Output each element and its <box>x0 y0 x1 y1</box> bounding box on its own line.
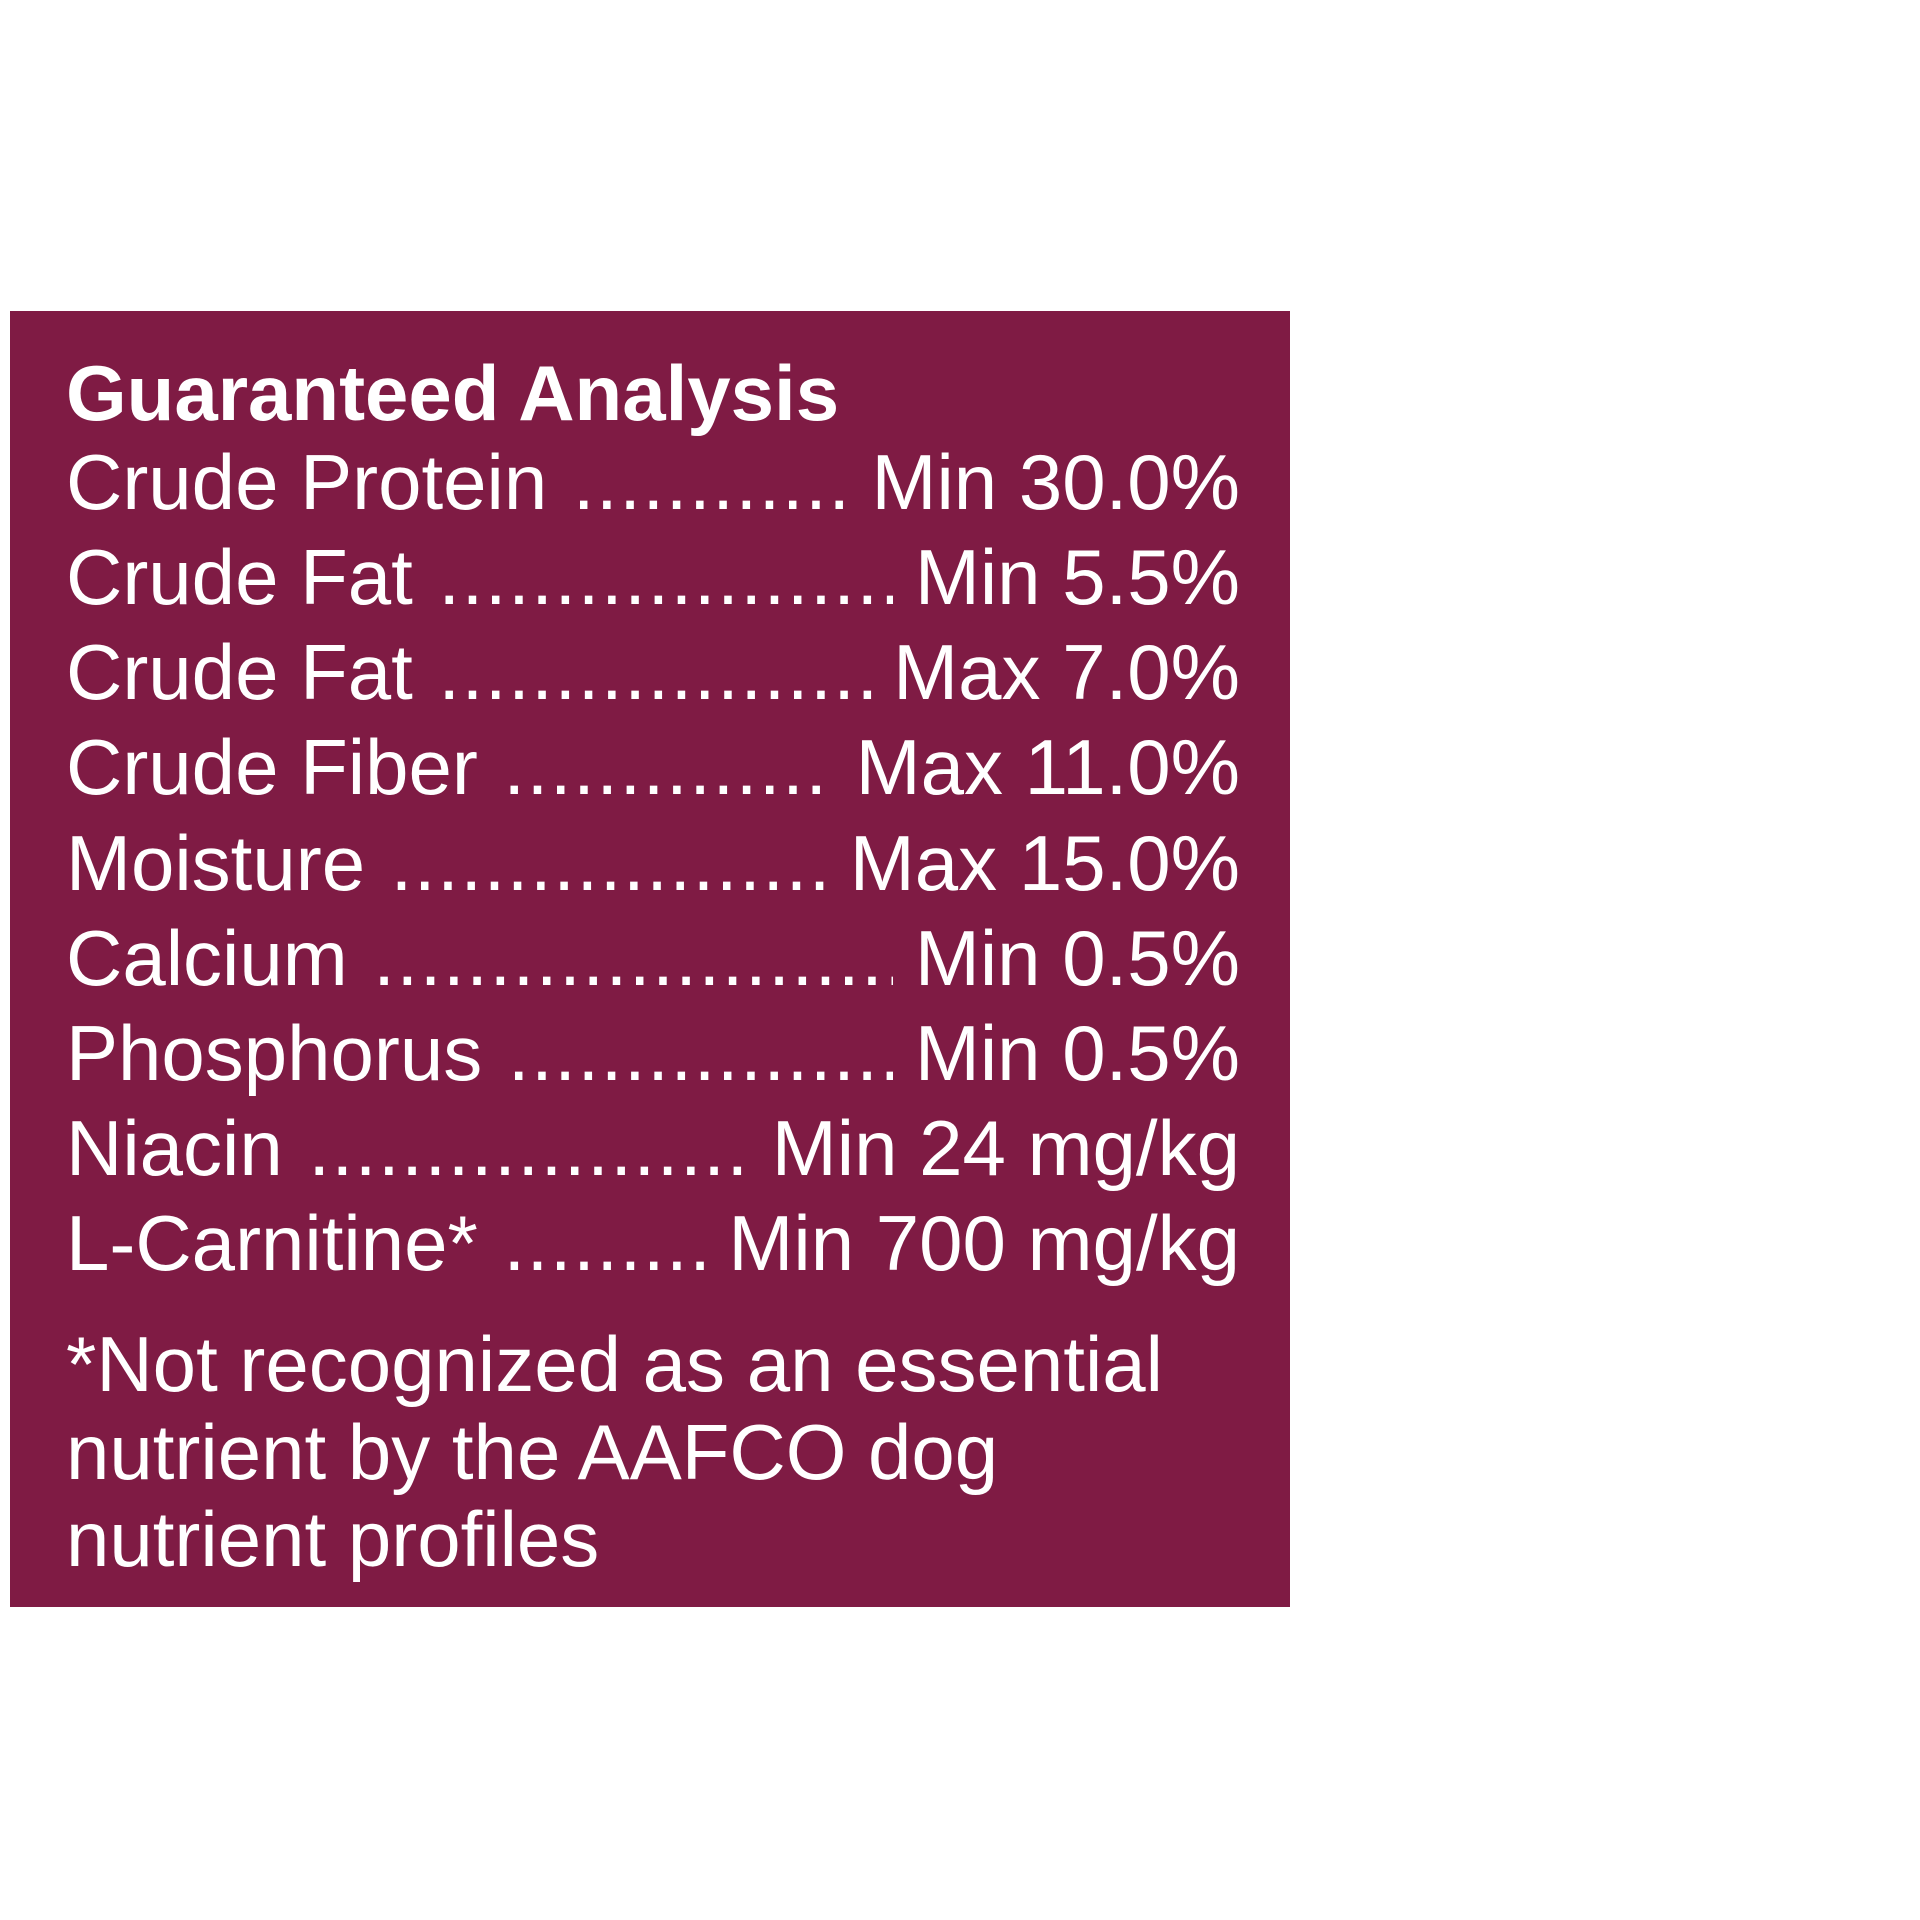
nutrient-row: Phosphorus .............................… <box>66 1006 1240 1101</box>
nutrient-value: Min 0.5% <box>893 1006 1240 1101</box>
nutrient-value: Max 11.0% <box>834 720 1240 815</box>
nutrient-row: Niacin .................................… <box>66 1101 1240 1196</box>
nutrient-row: Calcium ................................… <box>66 911 1240 1006</box>
nutrient-label: Crude Fat <box>66 530 434 625</box>
panel-title: Guaranteed Analysis <box>66 353 1240 435</box>
nutrient-row: Crude Protein ..........................… <box>66 435 1240 530</box>
nutrient-value: Max 7.0% <box>872 625 1240 720</box>
leader-dots: ........................................… <box>387 816 828 911</box>
nutrient-value: Min 24 mg/kg <box>750 1101 1240 1196</box>
guaranteed-analysis-panel: Guaranteed Analysis Crude Protein ......… <box>10 311 1290 1607</box>
nutrient-rows: Crude Protein ..........................… <box>66 435 1240 1291</box>
nutrient-label: Crude Protein <box>66 435 569 530</box>
nutrient-value: Min 0.5% <box>893 911 1240 1006</box>
nutrient-value: Min 5.5% <box>893 530 1240 625</box>
nutrient-label: Niacin <box>66 1101 304 1196</box>
nutrient-value: Min 30.0% <box>850 435 1240 530</box>
nutrient-label: L-Carnitine* <box>66 1196 500 1291</box>
leader-dots: ........................................… <box>369 911 893 1006</box>
leader-dots: ........................................… <box>434 625 871 720</box>
nutrient-row: Moisture ...............................… <box>66 816 1240 911</box>
stage: Guaranteed Analysis Crude Protein ......… <box>0 0 1920 1920</box>
footnote-text: *Not recognized as an essential nutrient… <box>66 1321 1240 1583</box>
nutrient-row: Crude Fat ..............................… <box>66 530 1240 625</box>
nutrient-label: Crude Fat <box>66 625 434 720</box>
leader-dots: ........................................… <box>304 1101 750 1196</box>
leader-dots: ........................................… <box>500 1196 707 1291</box>
nutrient-value: Min 700 mg/kg <box>707 1196 1240 1291</box>
nutrient-row: Crude Fiber ............................… <box>66 720 1240 815</box>
nutrient-label: Phosphorus <box>66 1006 504 1101</box>
nutrient-label: Crude Fiber <box>66 720 500 815</box>
leader-dots: ........................................… <box>569 435 850 530</box>
leader-dots: ........................................… <box>500 720 834 815</box>
leader-dots: ........................................… <box>504 1006 893 1101</box>
nutrient-label: Calcium <box>66 911 369 1006</box>
nutrient-value: Max 15.0% <box>828 816 1240 911</box>
nutrient-label: Moisture <box>66 816 387 911</box>
nutrient-row: L-Carnitine* ...........................… <box>66 1196 1240 1291</box>
leader-dots: ........................................… <box>434 530 893 625</box>
nutrient-row: Crude Fat ..............................… <box>66 625 1240 720</box>
